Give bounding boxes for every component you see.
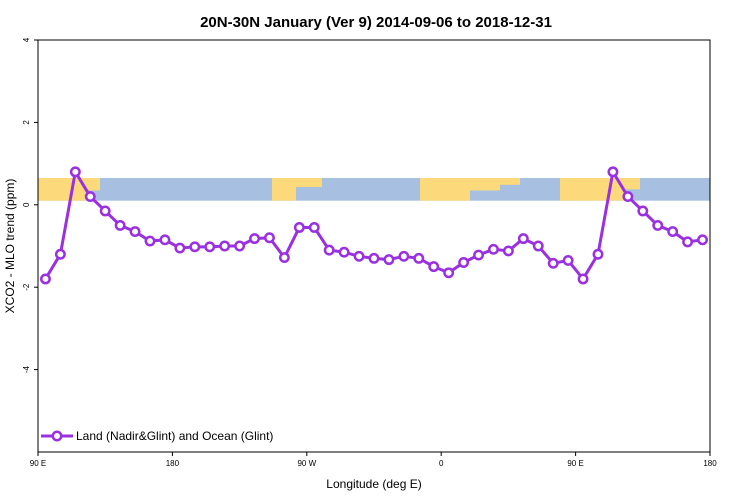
- plot-frame: [37, 39, 711, 453]
- data-point: [502, 245, 514, 257]
- x-axis-label: Longitude (deg E): [326, 477, 421, 491]
- y-tick-label: -4: [22, 365, 31, 373]
- data-point: [249, 233, 260, 245]
- data-point: [398, 250, 410, 262]
- data-point: [278, 252, 290, 263]
- data-point: [562, 254, 574, 266]
- data-point: [308, 222, 320, 233]
- map-land: [470, 178, 500, 191]
- map-ocean: [38, 178, 710, 201]
- data-point: [353, 250, 365, 262]
- y-axis: -4 -2 0 2 4: [22, 37, 38, 373]
- data-point: [607, 166, 619, 178]
- x-tick-label: 180: [166, 459, 180, 468]
- data-point: [368, 252, 380, 264]
- legend-label: Land (Nadir&Glint) and Ocean (Glint): [76, 429, 273, 443]
- data-point: [54, 248, 66, 260]
- data-point: [532, 240, 544, 252]
- data-point: [114, 219, 126, 231]
- data-point: [189, 241, 201, 253]
- x-tick-label: 90 E: [567, 459, 583, 468]
- y-tick-label: -2: [22, 283, 31, 291]
- data-point: [652, 219, 664, 231]
- series-group: [40, 166, 708, 285]
- y-axis-label: XCO2 - MLO trend (ppm): [3, 179, 17, 314]
- data-point: [264, 232, 275, 244]
- data-point: [547, 257, 559, 269]
- data-point: [293, 222, 305, 233]
- data-point: [413, 252, 425, 264]
- x-tick-label: 180: [703, 459, 717, 468]
- data-point: [473, 249, 484, 261]
- y-tick-label: 0: [22, 202, 31, 207]
- data-point: [622, 191, 634, 203]
- data-point: [159, 234, 171, 246]
- map-land: [500, 178, 520, 185]
- data-point: [682, 236, 694, 248]
- data-point: [517, 233, 529, 245]
- map-land: [560, 178, 626, 201]
- data-point: [323, 244, 335, 256]
- data-point: [204, 241, 216, 253]
- data-point: [144, 235, 156, 247]
- map-land: [272, 178, 296, 201]
- data-point: [428, 261, 440, 273]
- map-land: [296, 178, 322, 188]
- data-point: [577, 273, 589, 285]
- x-tick-label: 0: [439, 459, 444, 468]
- data-point: [40, 273, 51, 285]
- data-point: [383, 254, 395, 266]
- map-land: [626, 178, 640, 190]
- x-axis: 90 E 180 90 W 0 90 E 180: [30, 452, 717, 468]
- data-point: [84, 191, 96, 203]
- data-point: [488, 243, 499, 255]
- x-tick-label: 90 W: [297, 459, 316, 468]
- data-point: [234, 240, 246, 252]
- data-point: [458, 257, 470, 268]
- map-band: [38, 178, 710, 201]
- map-land: [38, 178, 86, 201]
- legend-marker: [51, 430, 63, 442]
- data-point: [338, 246, 350, 258]
- map-land: [420, 178, 470, 201]
- data-point: [443, 267, 455, 279]
- y-tick-label: 4: [22, 37, 31, 42]
- data-point: [99, 205, 111, 217]
- x-tick-label: 90 E: [30, 459, 46, 468]
- data-point: [667, 226, 679, 238]
- data-point: [174, 242, 186, 254]
- map-land: [86, 178, 100, 191]
- legend: Land (Nadir&Glint) and Ocean (Glint): [41, 429, 273, 443]
- data-point: [219, 240, 231, 252]
- data-point: [697, 234, 708, 246]
- data-point: [129, 226, 141, 238]
- data-point: [592, 248, 604, 260]
- data-point: [69, 166, 81, 178]
- data-point: [637, 205, 649, 217]
- y-tick-label: 2: [22, 120, 31, 125]
- chart-title: 20N-30N January (Ver 9) 2014-09-06 to 20…: [200, 14, 552, 31]
